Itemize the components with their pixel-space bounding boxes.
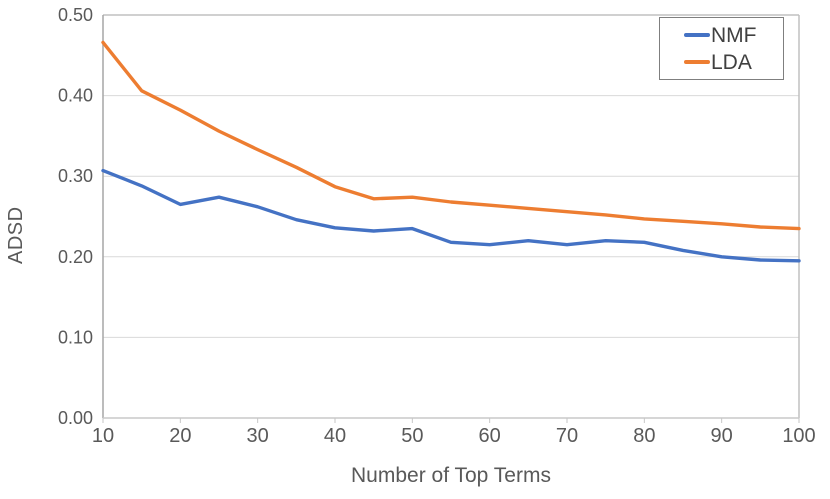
y-tick-label: 0.10 xyxy=(58,327,93,347)
x-tick-label: 90 xyxy=(711,425,733,447)
y-tick-label: 0.00 xyxy=(58,408,93,428)
x-tick-label: 70 xyxy=(556,425,578,447)
x-tick-label: 20 xyxy=(169,425,191,447)
legend-label-nmf: NMF xyxy=(711,23,757,47)
lda-line-swatch xyxy=(684,60,710,64)
y-axis-title: ADSD xyxy=(5,206,27,264)
legend-item-nmf: NMF xyxy=(684,25,783,46)
legend: NMF LDA xyxy=(659,17,784,80)
legend-label-lda: LDA xyxy=(711,50,752,74)
legend-item-lda: LDA xyxy=(684,52,783,73)
nmf-line-swatch xyxy=(684,33,710,37)
x-tick-label: 50 xyxy=(401,425,423,447)
x-tick-label: 10 xyxy=(92,425,114,447)
lda-series-line xyxy=(101,40,801,231)
x-tick-label: 60 xyxy=(479,425,501,447)
x-axis-title: Number of Top Terms xyxy=(351,464,551,487)
y-tick-label: 0.50 xyxy=(58,5,93,25)
x-tick-label: 100 xyxy=(782,425,815,447)
y-tick-label: 0.30 xyxy=(58,166,93,186)
x-tick-label: 40 xyxy=(324,425,346,447)
y-tick-label: 0.20 xyxy=(58,247,93,267)
x-tick-label: 30 xyxy=(247,425,269,447)
x-tick-label: 80 xyxy=(633,425,655,447)
y-tick-label: 0.40 xyxy=(58,86,93,106)
nmf-series-line xyxy=(101,168,801,263)
